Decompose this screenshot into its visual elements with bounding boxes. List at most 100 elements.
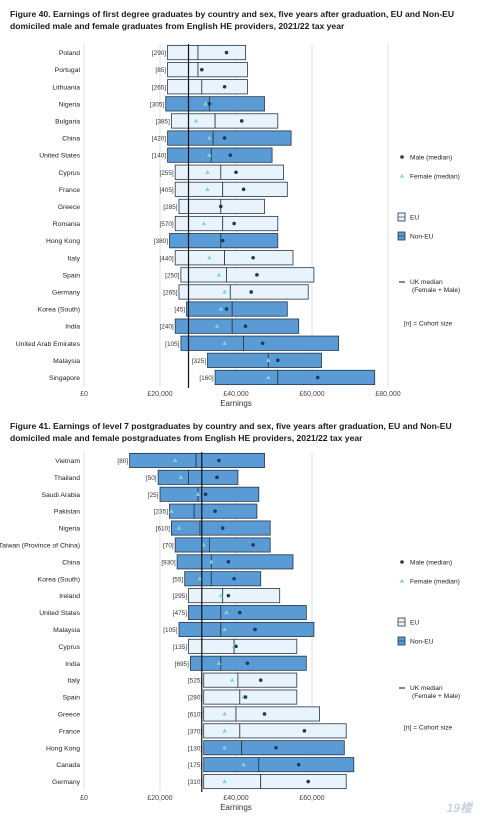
- female-median-marker: [229, 677, 235, 682]
- box-lower: [180, 335, 244, 351]
- cohort-label: [310]: [188, 779, 202, 786]
- box-lower: [178, 284, 231, 300]
- box-upper: [258, 757, 355, 773]
- box-upper: [222, 588, 281, 604]
- female-median-marker: [218, 593, 224, 598]
- cohort-label: [290]: [152, 50, 166, 57]
- watermark-logo: 19楼: [446, 801, 472, 815]
- male-median-marker: [232, 576, 236, 581]
- box-lower: [159, 486, 199, 502]
- box-lower: [174, 215, 224, 232]
- cohort-label: [325]: [192, 358, 206, 365]
- cohort-label: [380]: [154, 238, 168, 245]
- category-label: India: [65, 324, 80, 331]
- box-lower: [188, 588, 224, 604]
- box-lower: [203, 689, 241, 705]
- female-median-marker: [197, 576, 203, 581]
- male-median-marker: [217, 458, 221, 463]
- female-median-marker: [241, 762, 246, 767]
- category-label: Italy: [68, 678, 81, 685]
- cohort-label: [440]: [159, 255, 173, 262]
- cohort-label: [175]: [188, 762, 202, 769]
- male-median-marker: [315, 375, 320, 380]
- cohort-label: [930]: [161, 559, 175, 566]
- legend-uk-median-label: UK median: [410, 685, 443, 692]
- female-median-marker: [222, 627, 227, 632]
- cohort-label: [55]: [173, 576, 184, 583]
- male-median-marker: [222, 136, 227, 140]
- female-median-marker: [207, 152, 212, 157]
- box-upper: [220, 233, 279, 249]
- female-median-marker: [201, 221, 206, 226]
- x-tick-label: £40,000: [223, 795, 248, 802]
- box-lower: [167, 62, 199, 78]
- male-median-marker: [276, 358, 280, 363]
- female-median-marker: [178, 475, 184, 479]
- box-upper: [193, 503, 258, 519]
- male-median-marker: [253, 627, 257, 632]
- box-upper: [197, 62, 248, 78]
- box-lower: [157, 469, 189, 485]
- cohort-label: [25]: [148, 492, 159, 499]
- box-lower: [176, 554, 212, 570]
- x-tick-label: £20,000: [147, 795, 172, 802]
- x-axis-label: Earnings: [220, 399, 252, 408]
- male-median-marker: [222, 84, 227, 89]
- legend-male-marker: [400, 155, 404, 159]
- cohort-label: [295]: [173, 593, 187, 600]
- category-label: United Arab Emirates: [16, 341, 81, 348]
- male-median-marker: [251, 255, 255, 260]
- male-median-marker: [241, 187, 246, 192]
- male-median-marker: [234, 644, 238, 649]
- box-lower: [203, 774, 262, 790]
- female-median-marker: [222, 289, 227, 294]
- box-lower: [174, 181, 224, 197]
- box-lower: [167, 44, 199, 61]
- box-upper: [222, 215, 279, 232]
- male-median-marker: [207, 102, 212, 106]
- category-label: Nigeria: [58, 101, 80, 108]
- cohort-label: [695]: [175, 661, 189, 668]
- cohort-label: [265]: [163, 289, 177, 296]
- category-label: Lithuania: [52, 84, 80, 91]
- box-lower: [189, 655, 222, 671]
- male-median-marker: [213, 509, 217, 513]
- box-upper: [220, 655, 307, 671]
- female-median-marker: [205, 169, 210, 174]
- box-lower: [203, 723, 241, 739]
- category-label: Ireland: [59, 593, 80, 600]
- box-upper: [224, 250, 294, 266]
- female-median-marker: [216, 272, 222, 277]
- box-lower: [170, 520, 201, 536]
- male-median-marker: [219, 204, 223, 209]
- box-lower: [178, 198, 222, 215]
- male-median-marker: [220, 526, 225, 530]
- male-median-marker: [245, 661, 250, 666]
- legend-noneu-label: Non-EU: [410, 234, 434, 241]
- category-label: Portugal: [55, 67, 81, 74]
- legend-male-label: Male (median): [410, 155, 452, 162]
- cohort-label: [610]: [188, 711, 202, 718]
- box-upper: [237, 672, 298, 688]
- category-label: United States: [39, 153, 80, 160]
- legend-female-label: Female (median): [410, 579, 460, 586]
- legend-cohort-note: [n] = Cohort size: [404, 725, 453, 732]
- cohort-label: [105]: [163, 627, 177, 634]
- category-label: Vietnam: [55, 458, 80, 465]
- box-upper: [226, 267, 315, 283]
- category-label: Poland: [59, 50, 80, 57]
- cohort-label: [370]: [188, 728, 202, 735]
- male-median-marker: [274, 745, 278, 750]
- legend-female-marker: [399, 173, 405, 178]
- cohort-label: [235]: [154, 509, 168, 516]
- box-lower: [174, 250, 225, 266]
- category-label: Germany: [52, 289, 81, 296]
- x-tick-label: £40,000: [223, 391, 248, 398]
- legend-noneu-label: Non-EU: [410, 639, 434, 646]
- cohort-label: [280]: [188, 695, 202, 702]
- box-upper: [235, 706, 320, 722]
- box-upper: [214, 113, 279, 129]
- cohort-label: [250]: [165, 272, 179, 279]
- box-upper: [208, 96, 265, 112]
- x-tick-label: £60,000: [299, 391, 324, 398]
